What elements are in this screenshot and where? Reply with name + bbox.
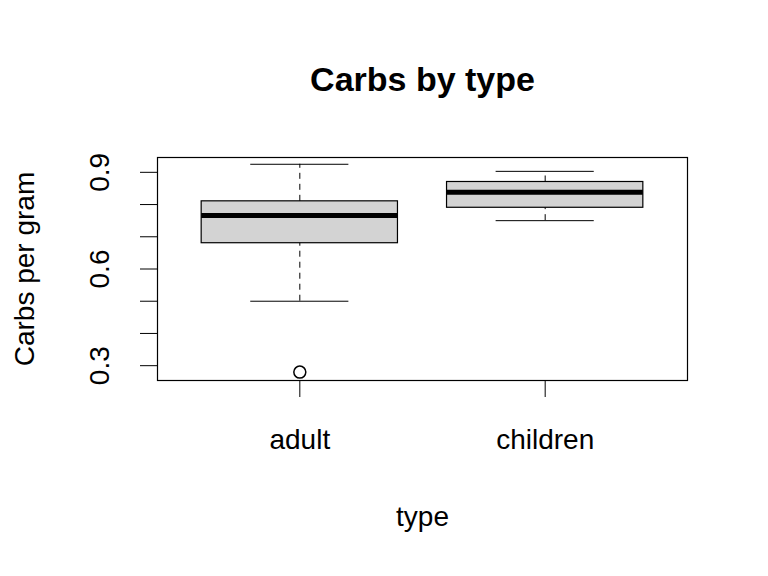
svg-text:adult: adult bbox=[269, 424, 330, 455]
svg-text:type: type bbox=[396, 501, 449, 532]
svg-text:0.6: 0.6 bbox=[84, 250, 115, 289]
svg-text:0.3: 0.3 bbox=[84, 346, 115, 385]
svg-text:Carbs by type: Carbs by type bbox=[310, 60, 535, 98]
svg-text:children: children bbox=[496, 424, 594, 455]
svg-text:Carbs per gram: Carbs per gram bbox=[9, 172, 40, 367]
svg-text:0.9: 0.9 bbox=[84, 153, 115, 192]
